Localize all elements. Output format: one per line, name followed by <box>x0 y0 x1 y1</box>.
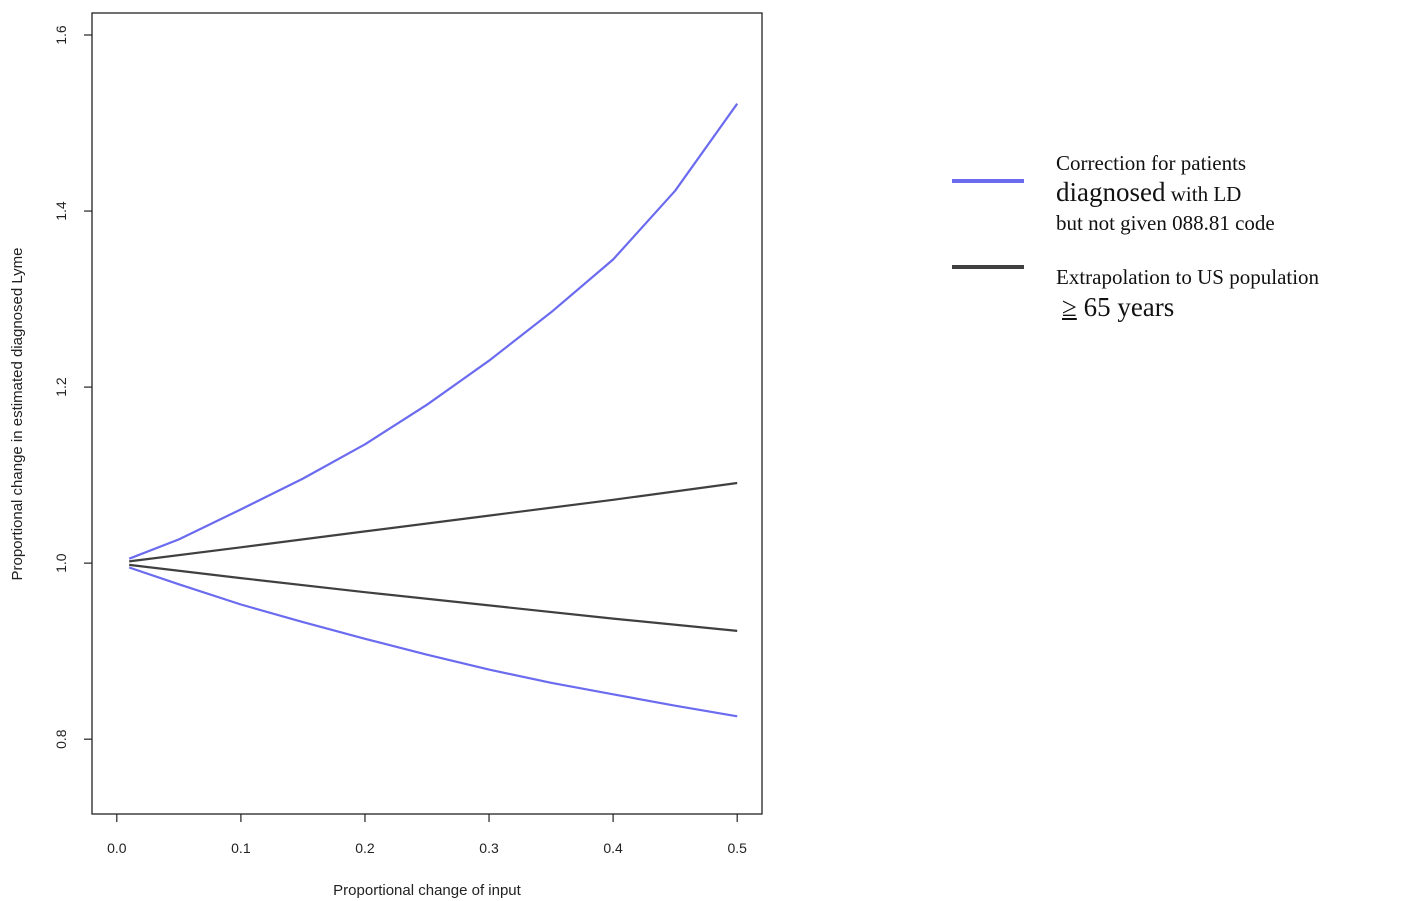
series-line-2 <box>129 481 738 563</box>
y-tick-label: 0.8 <box>53 729 69 749</box>
legend: Correction for patients diagnosed with L… <box>952 150 1392 324</box>
y-tick-label: 1.0 <box>53 553 69 573</box>
legend-swatch-correction <box>952 179 1024 183</box>
legend-line: ≥ 65 years <box>1056 291 1392 325</box>
y-tick-label: 1.4 <box>53 201 69 221</box>
series-line-1 <box>128 566 738 718</box>
y-axis: 0.8 1.0 1.2 1.4 1.6 <box>53 25 92 749</box>
series-line-3 <box>129 563 738 632</box>
series-line-0 <box>128 103 739 560</box>
y-tick-label: 1.6 <box>53 25 69 45</box>
x-tick-label: 0.2 <box>355 840 375 856</box>
legend-line: Extrapolation to US population <box>1056 265 1320 290</box>
legend-line-tail: with LD <box>1165 182 1242 207</box>
y-tick-label: 1.2 <box>53 377 69 397</box>
legend-line: Correction for patients <box>1056 151 1247 175</box>
series-layer <box>128 103 739 718</box>
legend-line-large: diagnosed <box>1056 177 1166 208</box>
x-axis: 0.0 0.1 0.2 0.3 0.4 0.5 <box>107 814 747 856</box>
x-axis-title: Proportional change of input <box>333 882 521 899</box>
legend-label-extrapolation: Extrapolation to US population ≥ 65 year… <box>1056 264 1392 324</box>
legend-line-tail: 65 years <box>1076 291 1175 322</box>
x-tick-label: 0.0 <box>107 840 127 856</box>
x-tick-label: 0.5 <box>727 840 747 856</box>
legend-entry-correction: Correction for patients diagnosed with L… <box>952 150 1392 236</box>
x-tick-label: 0.4 <box>603 840 623 856</box>
plot-frame <box>91 12 763 815</box>
legend-swatch-extrapolation <box>952 265 1024 270</box>
legend-line: diagnosed with LD <box>1056 176 1392 210</box>
legend-line: but not given 088.81 code <box>1056 211 1275 235</box>
legend-line-large: ≥ <box>1062 291 1077 322</box>
legend-label-correction: Correction for patients diagnosed with L… <box>1056 150 1392 236</box>
x-tick-label: 0.1 <box>231 840 251 856</box>
legend-entry-extrapolation: Extrapolation to US population ≥ 65 year… <box>952 264 1392 324</box>
y-axis-title: Proportional change in estimated diagnos… <box>9 248 26 581</box>
x-tick-label: 0.3 <box>479 840 499 856</box>
